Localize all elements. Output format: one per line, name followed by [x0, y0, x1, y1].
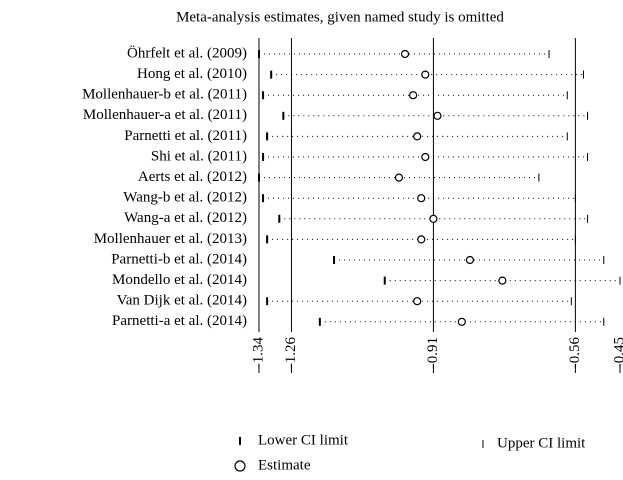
y-tick-label: Van Dijk et al. (2014) — [117, 293, 247, 309]
y-tick-label: Wang-b et al. (2012) — [123, 190, 247, 206]
estimate — [413, 297, 422, 306]
y-tick-label: Parnetti-a et al. (2014) — [112, 313, 247, 329]
x-tick-label: -0.56 — [567, 337, 583, 369]
estimate — [417, 194, 426, 203]
estimate — [457, 317, 466, 326]
x-tick-label: -1.34 — [250, 337, 266, 369]
y-tick-label: Mollenhauer et al. (2013) — [94, 231, 247, 247]
estimate — [465, 255, 475, 265]
y-tick-label: Öhrfelt et al. (2009) — [127, 44, 247, 61]
legend-estimate-marker — [234, 460, 246, 472]
y-tick-label: Mondello et al. (2014) — [112, 272, 247, 288]
estimate — [409, 91, 418, 100]
estimate — [417, 235, 426, 244]
estimate — [433, 111, 442, 120]
y-tick-label: Parnetti-b et al. (2014) — [111, 251, 247, 267]
estimate — [413, 132, 422, 141]
y-tick-label: Hong et al. (2010) — [137, 66, 247, 82]
y-tick-label: Parnetti et al. (2011) — [124, 128, 247, 144]
estimate — [394, 173, 404, 182]
x-tick-label: -0.91 — [425, 337, 441, 368]
y-tick-label: Wang-a et al. (2012) — [124, 210, 247, 226]
legend-label: Estimate — [258, 457, 311, 473]
legend-label: Lower CI limit — [258, 432, 349, 448]
x-tick-label: -0.45 — [611, 337, 623, 368]
y-tick-label: Mollenhauer-b et al. (2011) — [82, 87, 247, 103]
estimate — [429, 214, 438, 223]
chart-title: Meta-analysis estimates, given named stu… — [176, 9, 504, 25]
x-tick-label: -1.26 — [283, 337, 299, 369]
estimate — [400, 49, 410, 59]
y-tick-label: Aerts et al. (2012) — [138, 169, 247, 185]
estimate — [498, 276, 507, 285]
estimate — [421, 70, 430, 79]
estimate — [421, 152, 430, 162]
y-tick-label: Shi et al. (2011) — [151, 148, 247, 164]
legend-label: Upper CI limit — [497, 435, 586, 451]
y-tick-label: Mollenhauer-a et al. (2011) — [83, 107, 247, 123]
